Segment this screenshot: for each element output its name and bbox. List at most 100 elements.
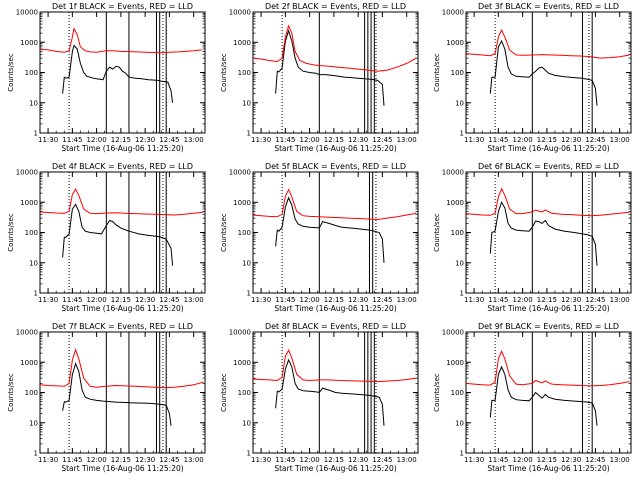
panel-title: Det 2f BLACK = Events, RED = LLD <box>265 2 406 11</box>
y-tick-label: 100 <box>25 69 38 77</box>
x-tick-label: 12:15 <box>324 296 344 304</box>
panel-det-7: Det 7f BLACK = Events, RED = LLD 1 10 100 10… <box>7 322 206 473</box>
y-tick-label: 10000 <box>229 329 251 337</box>
y-tick-label: 10000 <box>16 9 38 17</box>
x-axis-label: Start Time (16-Aug-06 11:25:20) <box>61 144 183 153</box>
x-tick-label: 12:45 <box>585 136 605 144</box>
x-tick-label: 11:45 <box>488 456 508 464</box>
plot-frame <box>39 331 206 454</box>
x-tick-label: 11:45 <box>488 136 508 144</box>
y-tick-label: 10 <box>242 419 251 427</box>
y-axis-label: Counts/sec <box>220 373 228 412</box>
x-tick-label: 12:30 <box>135 296 155 304</box>
panel-title: Det 3f BLACK = Events, RED = LLD <box>478 2 619 11</box>
x-tick-label: 12:15 <box>324 456 344 464</box>
series-line-lld <box>465 187 630 217</box>
x-tick-label: 12:00 <box>513 456 533 464</box>
series-line-events <box>275 196 385 263</box>
x-tick-label: 11:45 <box>62 136 82 144</box>
y-axis-label: Counts/sec <box>7 53 15 92</box>
y-tick-label: 100 <box>25 389 38 397</box>
plot-frame <box>39 171 206 294</box>
x-tick-label: 12:30 <box>561 456 581 464</box>
series-line-events <box>489 365 598 426</box>
series-line-events <box>62 362 172 426</box>
panel-det-4: Det 4f BLACK = Events, RED = LLD 1 10 100 10… <box>7 162 206 313</box>
x-tick-label: 13:00 <box>610 136 630 144</box>
y-tick-label: 1 <box>247 450 251 458</box>
y-tick-label: 1000 <box>233 199 251 207</box>
x-tick-label: 12:15 <box>537 456 557 464</box>
plot-frame <box>465 171 632 294</box>
x-tick-label: 12:45 <box>159 456 179 464</box>
x-tick-label: 13:00 <box>610 296 630 304</box>
x-tick-label: 12:30 <box>135 456 155 464</box>
x-tick-label: 12:00 <box>87 456 107 464</box>
x-tick-label: 11:45 <box>62 296 82 304</box>
panel-title: Det 1f BLACK = Events, RED = LLD <box>52 2 193 11</box>
x-axis-label: Start Time (16-Aug-06 11:25:20) <box>61 464 183 473</box>
x-axis-label: Start Time (16-Aug-06 11:25:20) <box>487 464 609 473</box>
y-tick-label: 1 <box>460 450 464 458</box>
x-tick-label: 12:30 <box>348 456 368 464</box>
panel-det-1: Det 1f BLACK = Events, RED = LLD 1 10 100 10… <box>7 2 206 153</box>
y-tick-label: 10000 <box>16 329 38 337</box>
series-line-events <box>275 29 385 106</box>
x-tick-label: 12:15 <box>537 136 557 144</box>
x-axis-label: Start Time (16-Aug-06 11:25:20) <box>274 304 396 313</box>
x-tick-label: 12:45 <box>159 296 179 304</box>
y-axis-label: Counts/sec <box>7 213 15 252</box>
x-tick-label: 11:45 <box>275 296 295 304</box>
x-tick-label: 11:30 <box>251 296 271 304</box>
y-tick-label: 100 <box>238 69 251 77</box>
x-tick-label: 12:00 <box>513 136 533 144</box>
y-axis-label: Counts/sec <box>433 213 441 252</box>
x-tick-label: 13:00 <box>184 296 204 304</box>
series-line-events <box>275 358 385 426</box>
y-tick-label: 1000 <box>233 359 251 367</box>
x-tick-label: 11:45 <box>275 456 295 464</box>
x-axis-label: Start Time (16-Aug-06 11:25:20) <box>61 304 183 313</box>
y-tick-label: 10 <box>455 419 464 427</box>
y-axis-label: Counts/sec <box>220 53 228 92</box>
panel-title: Det 9f BLACK = Events, RED = LLD <box>478 322 619 331</box>
x-tick-label: 12:45 <box>585 456 605 464</box>
y-tick-label: 1000 <box>446 39 464 47</box>
y-axis-label: Counts/sec <box>7 373 15 412</box>
x-tick-label: 11:30 <box>464 296 484 304</box>
y-tick-label: 100 <box>238 389 251 397</box>
x-axis-label: Start Time (16-Aug-06 11:25:20) <box>274 144 396 153</box>
y-tick-label: 10 <box>455 259 464 267</box>
y-tick-label: 1 <box>34 290 38 298</box>
y-tick-label: 1 <box>460 290 464 298</box>
x-tick-label: 12:45 <box>372 296 392 304</box>
x-tick-label: 12:00 <box>87 136 107 144</box>
x-tick-label: 11:30 <box>251 456 271 464</box>
series-line-lld <box>252 188 417 221</box>
plot-frame <box>39 11 206 134</box>
x-tick-label: 12:00 <box>87 296 107 304</box>
plot-frame <box>465 11 632 134</box>
series-line-lld <box>39 27 202 54</box>
x-tick-label: 12:00 <box>300 136 320 144</box>
y-tick-label: 1000 <box>20 199 38 207</box>
y-tick-label: 10000 <box>229 9 251 17</box>
x-tick-label: 11:45 <box>62 456 82 464</box>
x-axis-label: Start Time (16-Aug-06 11:25:20) <box>487 144 609 153</box>
x-tick-label: 12:30 <box>561 296 581 304</box>
series-line-events <box>62 203 174 266</box>
y-tick-label: 10 <box>455 99 464 107</box>
x-tick-label: 11:30 <box>251 136 271 144</box>
panel-det-5: Det 5f BLACK = Events, RED = LLD 1 10 100 10… <box>220 162 419 313</box>
y-tick-label: 100 <box>451 229 464 237</box>
series-line-lld <box>465 29 630 59</box>
series-line-lld <box>252 24 417 72</box>
x-tick-label: 12:45 <box>159 136 179 144</box>
x-tick-label: 12:30 <box>348 136 368 144</box>
x-tick-label: 11:45 <box>488 296 508 304</box>
y-tick-label: 10 <box>242 99 251 107</box>
x-tick-label: 12:00 <box>513 296 533 304</box>
x-tick-label: 12:30 <box>135 136 155 144</box>
x-tick-label: 11:30 <box>38 456 58 464</box>
